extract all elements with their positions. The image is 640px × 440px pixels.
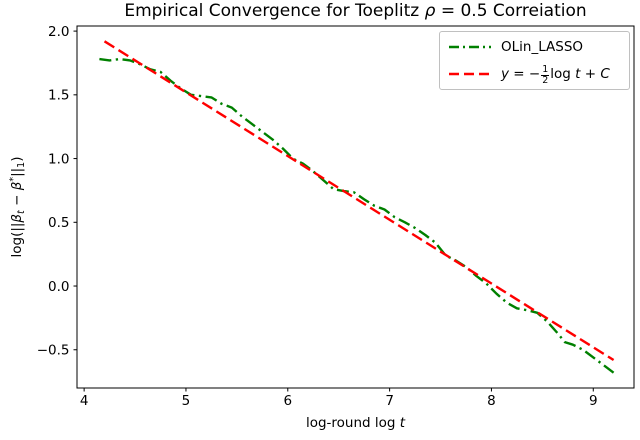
ylabel-log: log(|| bbox=[9, 222, 25, 258]
ylabel-sub-t: t bbox=[16, 210, 27, 214]
xlabel-var-t: t bbox=[399, 415, 406, 431]
fraction-numerator: 1 bbox=[542, 63, 549, 75]
ylabel-minus: − bbox=[9, 190, 25, 211]
title-text-post: = 0.5 Correiation bbox=[435, 1, 587, 21]
y-tick-label: 1.0 bbox=[48, 151, 69, 167]
ylabel-sup-star: * bbox=[8, 176, 19, 182]
fraction-denominator: 2 bbox=[541, 74, 550, 86]
legend: OLin_LASSO y = −1 2 log t + C bbox=[439, 31, 630, 90]
x-tick-label: 6 bbox=[283, 393, 292, 409]
formula-equals-minus: = − bbox=[509, 66, 541, 82]
legend-label-olin-lasso: OLin_LASSO bbox=[501, 39, 584, 55]
legend-line-sample-dashdot bbox=[449, 45, 491, 49]
x-tick-label: 4 bbox=[80, 393, 89, 409]
title-rho-symbol: ρ bbox=[424, 1, 436, 21]
x-tick-label: 5 bbox=[182, 393, 191, 409]
formula-log: log bbox=[550, 66, 576, 82]
y-tick-label: 2.0 bbox=[48, 24, 69, 40]
legend-entry-olin-lasso: OLin_LASSO bbox=[448, 36, 621, 58]
y-axis-label: log(||βt − β*||1) bbox=[4, 57, 27, 357]
ylabel-beta-star: β bbox=[9, 181, 25, 191]
formula-y: y bbox=[501, 66, 509, 82]
formula-plus: + bbox=[580, 66, 601, 82]
y-tick-label: 0.5 bbox=[48, 215, 69, 231]
ylabel-sub-one: 1 bbox=[16, 161, 27, 168]
y-tick-label: 0.0 bbox=[48, 279, 69, 295]
ylabel-beta-t: β bbox=[9, 213, 25, 223]
xlabel-text: log-round log bbox=[305, 415, 400, 431]
x-axis-label: log-round log t bbox=[77, 415, 634, 431]
legend-line-sample-dashed bbox=[449, 72, 491, 76]
x-tick-label: 8 bbox=[487, 393, 496, 409]
y-tick-label: 1.5 bbox=[48, 88, 69, 104]
y-tick-label: −0.5 bbox=[37, 343, 70, 359]
formula-c: C bbox=[600, 66, 610, 82]
ylabel-norm-bars: || bbox=[9, 167, 25, 177]
formula-t: t bbox=[575, 66, 581, 82]
ylabel-close-paren: ) bbox=[9, 156, 25, 162]
title-text-pre: Empirical Convergence for Toeplitz bbox=[124, 1, 425, 21]
x-tick-label: 9 bbox=[589, 393, 598, 409]
legend-label-reference-formula: y = −1 2 log t + C bbox=[501, 64, 610, 85]
series-olin-lasso bbox=[99, 57, 615, 374]
plot-frame bbox=[76, 25, 635, 389]
x-tick-label: 7 bbox=[385, 393, 394, 409]
legend-entry-reference-line: y = −1 2 log t + C bbox=[448, 63, 621, 85]
series-reference-line bbox=[103, 40, 615, 362]
chart-title: Empirical Convergence for Toeplitz ρ = 0… bbox=[77, 1, 634, 22]
